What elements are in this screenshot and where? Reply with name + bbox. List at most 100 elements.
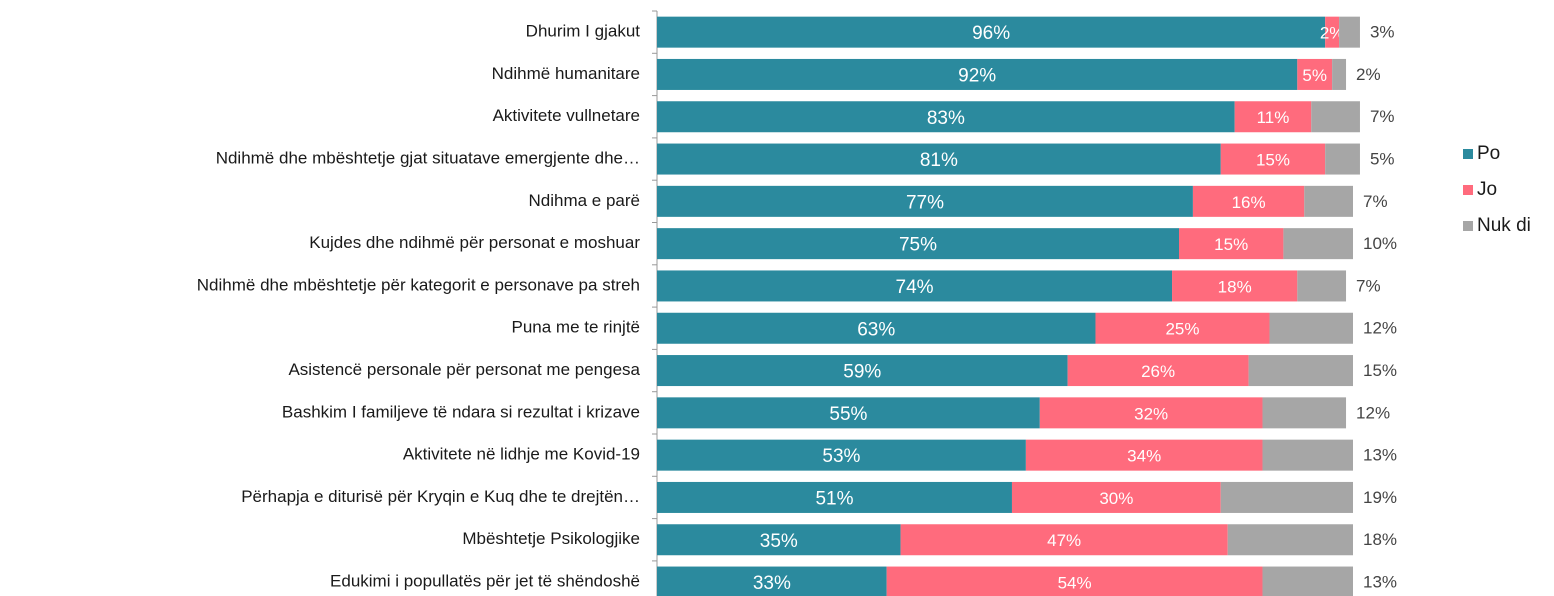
bar-segment bbox=[1262, 439, 1353, 471]
data-label: 2% bbox=[1320, 24, 1345, 43]
data-label: 81% bbox=[920, 150, 958, 171]
data-label: 7% bbox=[1363, 192, 1388, 211]
legend-swatch bbox=[1463, 185, 1473, 195]
category-label: Mbështetje Psikologjike bbox=[462, 529, 640, 548]
data-label: 63% bbox=[857, 319, 895, 340]
data-label: 77% bbox=[906, 192, 944, 213]
bar-segment bbox=[1025, 439, 1263, 471]
bar-segment bbox=[1304, 185, 1353, 217]
bar-segment bbox=[1248, 355, 1353, 387]
bar-segment bbox=[1095, 312, 1270, 344]
bar-segment bbox=[1311, 101, 1360, 133]
data-label: 25% bbox=[1165, 320, 1199, 339]
data-label: 15% bbox=[1363, 361, 1397, 380]
category-label: Aktivitete vullnetare bbox=[493, 106, 640, 125]
category-label: Ndihmë humanitare bbox=[492, 64, 640, 83]
bar-segment bbox=[1269, 312, 1353, 344]
bar-segment bbox=[1227, 524, 1353, 556]
data-label: 74% bbox=[896, 277, 934, 298]
bar-segment bbox=[1297, 270, 1347, 302]
legend-swatch bbox=[1463, 149, 1473, 159]
data-label: 35% bbox=[760, 531, 798, 552]
bar-segment bbox=[657, 566, 887, 596]
bar-segment bbox=[1220, 481, 1353, 513]
bar-segment bbox=[657, 439, 1026, 471]
category-label: Puna me te rinjtë bbox=[511, 318, 640, 337]
bar-segment bbox=[657, 228, 1179, 260]
data-label: 53% bbox=[822, 446, 860, 467]
bar-segment bbox=[1283, 228, 1353, 260]
category-label: Përhapja e diturisë për Kryqin e Kuq dhe… bbox=[241, 487, 640, 506]
data-label: 12% bbox=[1363, 319, 1397, 338]
bar-segment bbox=[886, 566, 1263, 596]
data-label: 18% bbox=[1363, 530, 1397, 549]
data-label: 54% bbox=[1058, 574, 1092, 593]
data-label: 15% bbox=[1214, 235, 1248, 254]
bar-segment bbox=[1220, 143, 1326, 175]
data-label: 34% bbox=[1127, 447, 1161, 466]
bar-segment bbox=[657, 355, 1068, 387]
data-label: 16% bbox=[1232, 193, 1266, 212]
legend-label: Nuk di bbox=[1477, 215, 1531, 236]
data-label: 96% bbox=[972, 23, 1010, 44]
legend-label: Jo bbox=[1477, 179, 1497, 200]
bar-segment bbox=[1332, 58, 1347, 90]
category-label: Edukimi i popullatës për jet të shëndosh… bbox=[330, 572, 640, 591]
bar-segment bbox=[1179, 228, 1284, 260]
category-label: Bashkim I familjeve të ndara si rezultat… bbox=[282, 402, 640, 421]
data-label: 13% bbox=[1363, 573, 1397, 592]
bar-segment bbox=[1262, 397, 1347, 429]
data-label: 15% bbox=[1256, 151, 1290, 170]
data-label: 7% bbox=[1370, 107, 1395, 126]
category-label: Asistencë personale për personat me peng… bbox=[288, 360, 640, 379]
data-label: 13% bbox=[1363, 446, 1397, 465]
bar-segment bbox=[1172, 270, 1298, 302]
bar-segment bbox=[900, 524, 1228, 556]
bar-segment bbox=[1011, 481, 1221, 513]
bar-segment bbox=[657, 270, 1173, 302]
bar-segment bbox=[657, 16, 1326, 48]
bar-segment bbox=[1339, 16, 1360, 48]
bar-segment bbox=[1039, 397, 1263, 429]
data-label: 10% bbox=[1363, 234, 1397, 253]
bar-segment bbox=[657, 101, 1235, 133]
data-label: 51% bbox=[815, 488, 853, 509]
bar-segment bbox=[1262, 566, 1353, 596]
bar-segment bbox=[657, 58, 1298, 90]
data-label: 47% bbox=[1047, 531, 1081, 550]
data-label: 59% bbox=[843, 362, 881, 383]
bar-segment bbox=[1297, 58, 1333, 90]
data-label: 5% bbox=[1370, 150, 1395, 169]
bar-segment bbox=[1325, 16, 1340, 48]
data-label: 83% bbox=[927, 108, 965, 129]
bar-segment bbox=[657, 185, 1193, 217]
data-label: 55% bbox=[829, 404, 867, 425]
data-label: 3% bbox=[1370, 23, 1395, 42]
data-label: 12% bbox=[1356, 403, 1390, 422]
data-label: 18% bbox=[1218, 277, 1252, 296]
data-label: 26% bbox=[1141, 362, 1175, 381]
data-label: 33% bbox=[753, 573, 791, 594]
bar-segment bbox=[657, 312, 1096, 344]
data-label: 32% bbox=[1134, 404, 1168, 423]
bar-segment bbox=[657, 524, 901, 556]
category-label: Aktivitete në lidhje me Kovid-19 bbox=[403, 445, 640, 464]
data-label: 11% bbox=[1257, 108, 1290, 127]
data-label: 5% bbox=[1302, 66, 1327, 85]
category-label: Ndihma e parë bbox=[528, 191, 640, 210]
bar-segment bbox=[657, 481, 1012, 513]
category-label: Dhurim I gjakut bbox=[526, 22, 641, 41]
data-label: 92% bbox=[958, 65, 996, 86]
bar-segment bbox=[657, 397, 1040, 429]
bar-segment bbox=[1067, 355, 1249, 387]
category-label: Kujdes dhe ndihmë për personat e moshuar bbox=[309, 233, 640, 252]
category-label: Ndihmë dhe mbështetje gjat situatave eme… bbox=[216, 149, 640, 168]
legend-label: Po bbox=[1477, 143, 1500, 164]
bar-segment bbox=[657, 143, 1221, 175]
legend-swatch bbox=[1463, 221, 1473, 231]
data-label: 7% bbox=[1356, 276, 1381, 295]
data-label: 19% bbox=[1363, 488, 1397, 507]
category-label: Ndihmë dhe mbështetje për kategorit e pe… bbox=[197, 275, 640, 294]
bar-segment bbox=[1325, 143, 1360, 175]
